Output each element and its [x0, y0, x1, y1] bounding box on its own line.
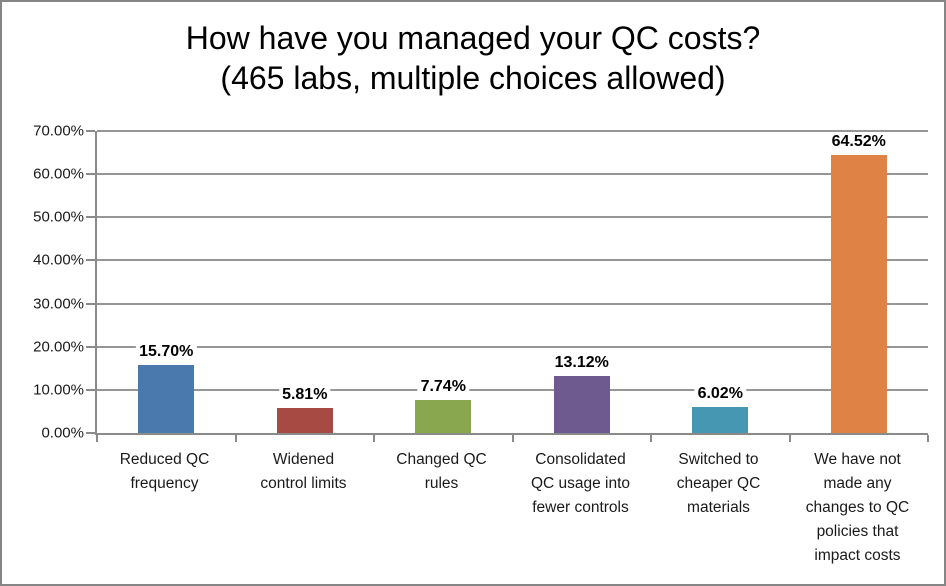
bar-value-label: 6.02% [694, 385, 746, 403]
x-axis-tick [927, 435, 929, 442]
gridline [97, 216, 928, 219]
y-axis-tick-label: 60.00% [33, 165, 84, 183]
bar [277, 408, 333, 433]
gridline [97, 388, 928, 391]
gridline [97, 173, 928, 176]
bar [831, 155, 887, 433]
bar [554, 376, 610, 433]
y-axis-tick [86, 302, 95, 305]
y-axis-tick [86, 259, 95, 262]
x-axis-tick [512, 435, 514, 442]
bar-value-label: 13.12% [551, 354, 612, 372]
y-axis-tick-label: 40.00% [33, 251, 84, 269]
bar-value-label: 5.81% [279, 386, 331, 404]
chart-title: How have you managed your QC costs? (465… [2, 18, 944, 98]
bar [692, 407, 748, 433]
y-axis-tick [86, 173, 95, 176]
category-label: Switched to cheaper QC materials [676, 451, 761, 516]
y-axis-tick-label: 20.00% [33, 338, 84, 356]
category-label: Changed QC rules [396, 451, 487, 492]
category-label: Widened control limits [260, 451, 347, 492]
bar [138, 365, 194, 433]
gridline [97, 130, 928, 132]
x-axis-tick [650, 435, 652, 442]
gridline [97, 345, 928, 348]
y-axis-tick-label: 50.00% [33, 208, 84, 226]
y-axis-tick [86, 216, 95, 219]
y-axis-tick [86, 432, 95, 434]
x-axis-tick [373, 435, 375, 442]
y-axis-tick-label: 10.00% [33, 381, 84, 399]
y-axis-tick-label: 70.00% [33, 122, 84, 140]
bar-value-label: 64.52% [828, 133, 889, 151]
bar [415, 400, 471, 433]
y-axis-tick-label: 0.00% [41, 424, 84, 442]
gridline [97, 259, 928, 262]
y-axis-tick [86, 388, 95, 391]
y-axis-tick-label: 30.00% [33, 295, 84, 313]
y-axis-tick [86, 345, 95, 348]
plot-area: 70.00% 60.00% 50.00% 40.00% 30.00% 20.00% 10.0… [33, 123, 929, 442]
y-axis-tick [86, 130, 95, 132]
chart-title-line2: (465 labs, multiple choices allowed) [220, 60, 726, 96]
bar-value-label: 15.70% [136, 343, 197, 361]
gridline [97, 302, 928, 305]
x-axis-tick [789, 435, 791, 442]
x-axis-tick [96, 435, 98, 442]
bar-value-label: 7.74% [417, 378, 469, 396]
x-axis-tick [235, 435, 237, 442]
category-label: We have not made any changes to QC polic… [805, 451, 910, 564]
category-label: Reduced QC frequency [119, 451, 210, 492]
chart-title-line1: How have you managed your QC costs? [185, 20, 761, 56]
category-label: Consolidated QC usage into fewer control… [530, 451, 631, 516]
